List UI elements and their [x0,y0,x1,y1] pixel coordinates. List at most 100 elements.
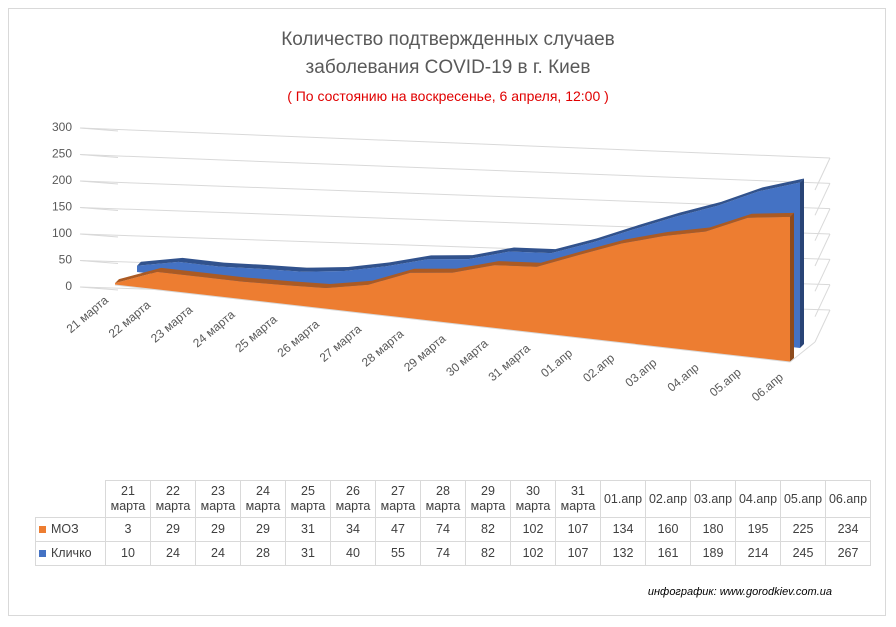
table-category: 28 марта [420,480,466,518]
side-grid-line [79,286,119,291]
table-value: 74 [420,517,466,542]
right-grid-line [814,309,831,343]
table-category: 30 марта [510,480,556,518]
side-grid-line [79,154,119,158]
table-value: 74 [420,541,466,566]
annotation: инфографик: www.gorodkiev.com.ua [647,586,832,598]
table-value: 31 [285,541,331,566]
grid-line [79,154,831,184]
table-value: 82 [465,517,511,542]
table-value: 267 [825,541,871,566]
table-value: 160 [645,517,691,542]
table-value: 107 [555,517,601,542]
y-tick-label: 300 [52,120,72,134]
right-grid-line [814,183,831,216]
x-tick-label: 25 марта [232,312,280,355]
table-value: 189 [690,541,736,566]
legend-entry: Кличко [35,541,106,566]
data-table: 21 марта 22 марта 23 марта 24 марта 25 марта… [35,480,871,566]
x-tick-label: 06.апр [749,370,786,404]
table-category: 26 марта [330,480,376,518]
table-value: 10 [105,541,151,566]
table-value: 132 [600,541,646,566]
x-tick-label: 23 марта [148,302,196,345]
table-category: 03.апр [690,480,736,518]
x-tick-label: 22 марта [106,298,154,341]
x-tick-label: 28 марта [359,326,407,369]
y-tick-label: 100 [52,226,72,240]
table-value: 29 [240,517,286,542]
side-grid-line [79,127,119,132]
table-value: 225 [780,517,826,542]
floor-edge [114,284,816,363]
side-grid-line [79,233,119,238]
x-tick-label: 02.апр [580,351,617,385]
table-value: 29 [150,517,196,542]
area-top [137,178,804,272]
table-category: 06.апр [825,480,871,518]
table-category: 04.апр [735,480,781,518]
table-category: 05.апр [780,480,826,518]
x-tick-label: 21 марта [64,293,112,336]
grid-line [79,127,831,159]
chart-frame [8,8,886,616]
table-value: 195 [735,517,781,542]
y-tick-label: 150 [52,200,72,214]
legend-swatch [39,526,46,533]
x-tick-label: 29 марта [401,331,449,374]
table-value: 82 [465,541,511,566]
legend-entry: МОЗ [35,517,106,542]
table-value: 24 [195,541,241,566]
table-value: 47 [375,517,421,542]
table-value: 102 [510,541,556,566]
side-grid-line [79,207,119,211]
x-tick-label: 03.апр [622,355,659,389]
area-end [800,178,804,348]
area-end [790,212,794,362]
table-value: 214 [735,541,781,566]
table-value: 107 [555,541,601,566]
table-row: Кличко 10 24 24 28 31 40 55 74 82 102 107 132 161 189 2… [35,541,871,566]
table-value: 102 [510,517,556,542]
table-value: 28 [240,541,286,566]
table-category: 02.апр [645,480,691,518]
legend-label: Кличко [51,546,92,560]
table-category: 24 марта [240,480,286,518]
table-category: 23 марта [195,480,241,518]
x-tick-label: 05.апр [707,365,744,399]
table-row: МОЗ 3 29 29 29 31 34 47 74 82 102 107 134 160 180 195 22… [35,517,871,542]
table-value: 29 [195,517,241,542]
table-category: 31 марта [555,480,601,518]
table-corner [35,480,106,518]
table-category: 25 марта [285,480,331,518]
table-category: 29 марта [465,480,511,518]
right-grid-line [814,208,831,241]
table-category: 01.апр [600,480,646,518]
chart-subtitle: ( По состоянию на воскресенье, 6 апреля,… [287,88,609,104]
side-grid-line [79,260,119,264]
table-value: 34 [330,517,376,542]
y-tick-label: 200 [52,173,72,187]
table-category: 27 марта [375,480,421,518]
right-grid-line [814,259,831,292]
y-tick-label: 50 [59,253,73,267]
x-tick-label: 31 марта [485,341,533,384]
table-value: 180 [690,517,736,542]
grid-line [79,180,831,210]
table-value: 40 [330,541,376,566]
table-value: 24 [150,541,196,566]
table-value: 3 [105,517,151,542]
x-tick-label: 24 марта [190,307,238,350]
side-grid-line [79,180,119,185]
table-category: 21 марта [105,480,151,518]
y-tick-label: 250 [52,147,72,161]
table-value: 161 [645,541,691,566]
table-category: 22 марта [150,480,196,518]
right-grid-line [814,233,831,267]
right-grid-line [814,157,831,191]
x-tick-label: 30 марта [443,336,491,379]
x-tick-label: 01.апр [538,346,575,380]
x-tick-label: 26 марта [275,317,323,360]
table-header-row: 21 марта 22 марта 23 марта 24 марта 25 марта… [35,480,871,518]
